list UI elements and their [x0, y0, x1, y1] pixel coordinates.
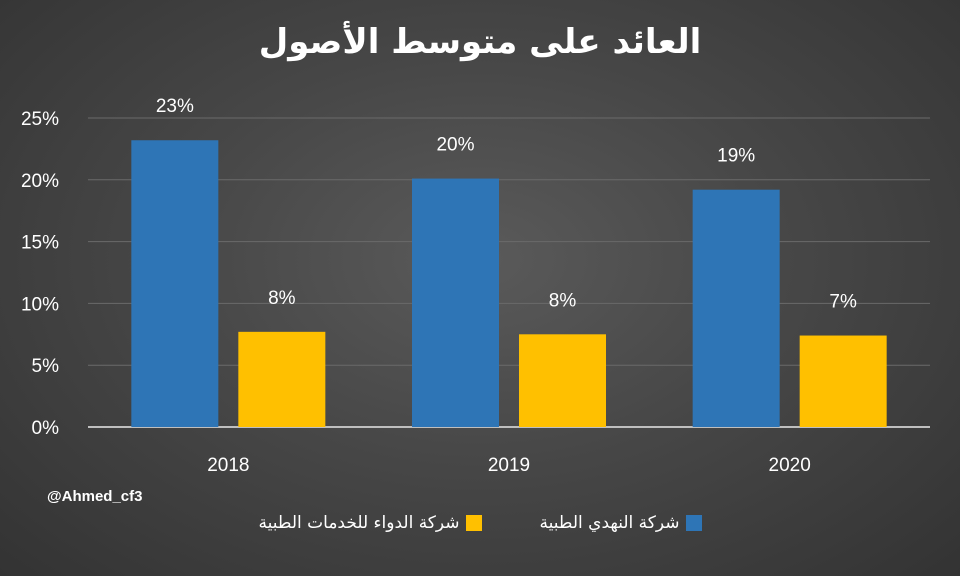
bar-2018-series-2 — [238, 331, 326, 427]
x-tick-label-2019: 2019 — [488, 455, 530, 476]
data-label-2019-series-1: 20% — [436, 135, 474, 156]
y-tick-label: 10% — [21, 294, 59, 315]
data-label-2020-series-1: 19% — [717, 146, 755, 167]
legend-label-series-2: شركة الدواء للخدمات الطبية — [258, 513, 460, 533]
bars — [131, 140, 887, 428]
data-label-2020-series-2: 7% — [829, 292, 857, 313]
watermark: @Ahmed_cf3 — [47, 488, 143, 505]
y-axis-ticks: 0% 5% 10% 15% 20% 25% — [21, 109, 59, 439]
y-tick-label: 0% — [32, 418, 60, 439]
legend-label-series-1: شركة النهدي الطبية — [539, 513, 680, 533]
y-tick-label: 25% — [21, 109, 59, 130]
data-label-2018-series-2: 8% — [268, 288, 296, 309]
bar-2018-series-1 — [131, 140, 219, 428]
y-tick-label: 15% — [21, 233, 59, 254]
chart-title: العائد على متوسط الأصول — [258, 22, 702, 62]
legend: شركة النهدي الطبية شركة الدواء للخدمات ا… — [0, 513, 960, 533]
gridlines — [88, 117, 930, 428]
data-label-2019-series-2: 8% — [549, 290, 577, 311]
bar-2019-series-1 — [412, 178, 499, 427]
legend-swatch-series-1 — [685, 515, 702, 531]
y-tick-label: 20% — [21, 171, 59, 192]
bar-2020-series-2 — [799, 335, 887, 427]
x-tick-label-2018: 2018 — [207, 455, 249, 476]
bar-2020-series-1 — [692, 189, 780, 427]
data-label-2018-series-1: 23% — [156, 96, 194, 117]
legend-item-series-1[interactable]: شركة النهدي الطبية — [540, 513, 702, 533]
legend-swatch-series-2 — [465, 515, 482, 531]
legend-item-series-2[interactable]: شركة الدواء للخدمات الطبية — [259, 513, 482, 533]
bar-2019-series-2 — [519, 334, 606, 427]
data-labels: 23% 8% 20% 8% 19% 7% — [156, 96, 857, 312]
x-axis-ticks: 2018 2019 2020 — [207, 455, 811, 476]
x-tick-label-2020: 2020 — [769, 455, 811, 476]
y-tick-label: 5% — [32, 356, 60, 377]
